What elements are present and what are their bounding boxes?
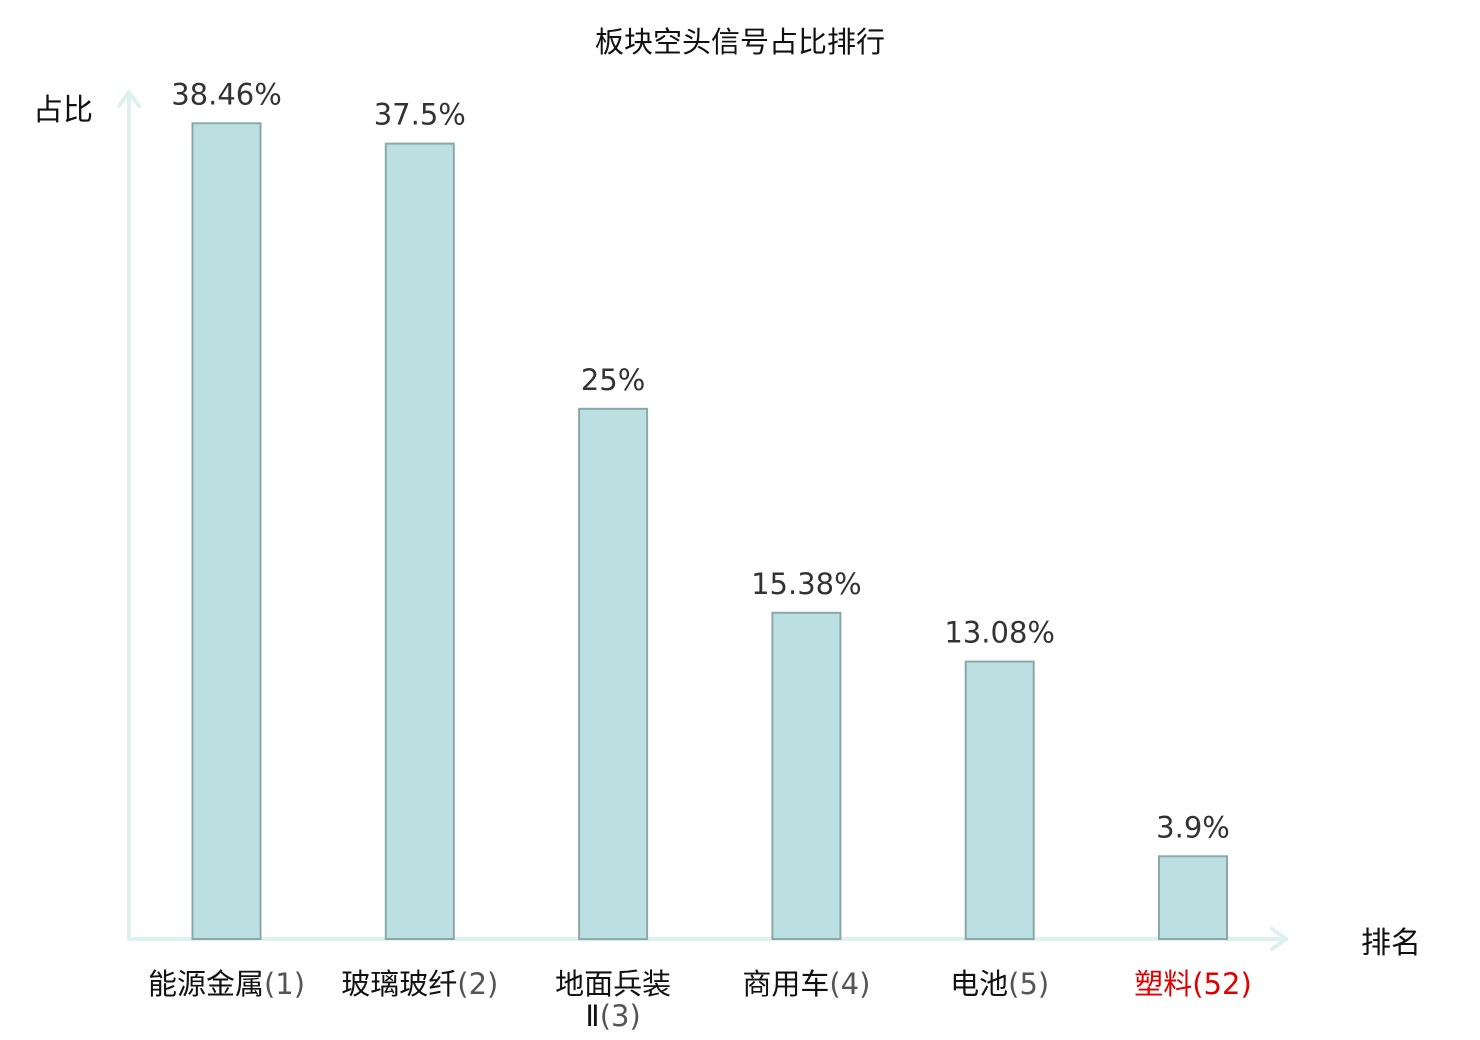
category-name: 玻璃玻纤: [341, 967, 457, 1001]
category-name: 商用车: [742, 967, 829, 1001]
x-axis-label: 排名: [1361, 926, 1421, 961]
bar-value-label: 15.38%: [751, 567, 862, 601]
bar: [578, 407, 649, 941]
x-tick-label: 能源金属(1): [148, 967, 305, 1001]
x-tick-label: Ⅱ(3): [585, 999, 640, 1033]
y-axis: [117, 90, 141, 941]
category-rank: (1): [264, 967, 305, 1001]
x-tick-label: 塑料(52): [1134, 967, 1252, 1001]
value-labels: 38.46% 37.5% 25% 15.38% 13.08% 3.9%: [171, 77, 1230, 844]
bar: [191, 122, 262, 941]
x-tick-label: 商用车(4): [742, 967, 870, 1001]
bar: [1158, 855, 1228, 940]
bar: [964, 660, 1035, 940]
bar: [384, 142, 455, 941]
x-tick-label: 地面兵装: [555, 967, 671, 1001]
x-axis: [127, 927, 1288, 951]
x-tick-label: 玻璃玻纤(2): [341, 967, 498, 1001]
bar-value-label: 37.5%: [374, 98, 466, 132]
bar: [771, 611, 842, 940]
bar-value-label: 38.46%: [171, 77, 282, 111]
category-rank: (4): [829, 967, 870, 1001]
bar-value-label: 13.08%: [944, 616, 1055, 650]
x-tick-label: 电池(5): [950, 967, 1049, 1001]
category-name: 塑料: [1134, 967, 1192, 1001]
y-axis-label: 占比: [33, 93, 93, 128]
category-rank: (3): [600, 999, 641, 1033]
category-rank: (5): [1008, 967, 1049, 1001]
category-name: 电池: [950, 967, 1008, 1001]
category-name: 地面兵装: [555, 967, 671, 1001]
category-name: Ⅱ: [585, 999, 599, 1033]
category-rank: (52): [1192, 967, 1252, 1001]
chart-title: 板块空头信号占比排行: [595, 25, 885, 59]
category-name: 能源金属: [148, 967, 264, 1001]
bars: [191, 122, 1228, 941]
category-rank: (2): [457, 967, 498, 1001]
bar-value-label: 25%: [581, 363, 645, 397]
bar-value-label: 3.9%: [1156, 810, 1230, 844]
